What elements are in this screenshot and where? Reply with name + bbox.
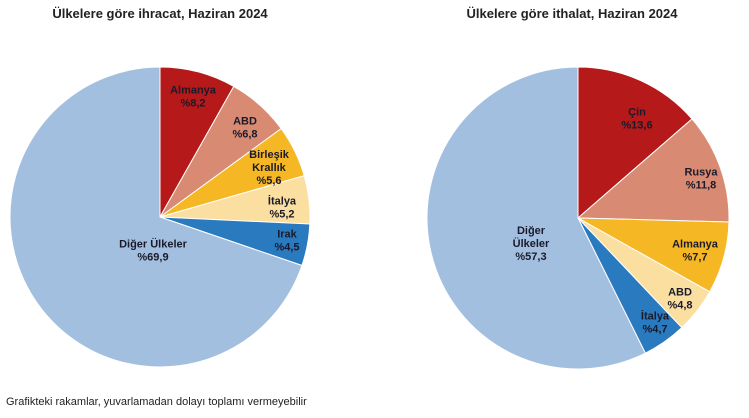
export-slice-label-0: Almanya %8,2 xyxy=(170,85,217,110)
export-slice-5 xyxy=(9,66,303,368)
import-chart-title: Ülkelere göre ithalat, Haziran 2024 xyxy=(466,6,678,21)
import-slice-label-3: ABD %4,8 xyxy=(667,287,692,312)
import-slice-5 xyxy=(426,66,647,370)
import-slice-1 xyxy=(576,118,730,223)
import-slice-label-5: Diğer Ülkeler %57,3 xyxy=(513,225,550,263)
export-chart-title: Ülkelere göre ihracat, Haziran 2024 xyxy=(52,6,268,21)
import-slice-label-0: Çin %13,6 xyxy=(621,107,652,132)
import-slice-label-4: İtalya %4,7 xyxy=(641,310,670,336)
import-slice-label-1: Rusya %11,8 xyxy=(684,167,718,192)
export-slice-label-1: ABD %6,8 xyxy=(232,116,257,141)
export-slice-label-3: İtalya %5,2 xyxy=(268,195,297,221)
export-slice-label-2: Birleşik Krallık %5,6 xyxy=(249,149,290,187)
import-slice-label-2: Almanya %7,7 xyxy=(672,239,719,264)
footnote: Grafikteki rakamlar, yuvarlamadan dolayı… xyxy=(6,396,307,408)
export-slice-label-5: Diğer Ülkeler %69,9 xyxy=(119,238,188,264)
import-slice-0 xyxy=(577,66,693,220)
export-slice-label-4: Irak %4,5 xyxy=(274,229,299,254)
